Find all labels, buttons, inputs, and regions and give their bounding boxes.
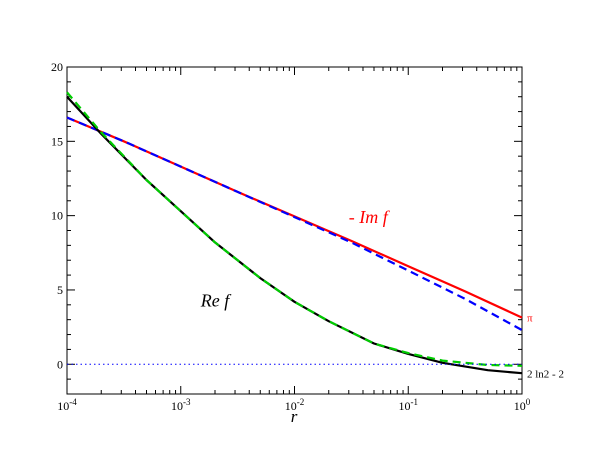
series-layer xyxy=(66,91,523,375)
series-line-1 xyxy=(66,116,523,332)
ticks xyxy=(66,66,523,395)
x-tick-label: 10-3 xyxy=(171,397,191,413)
y-tick-label: 10 xyxy=(51,209,63,223)
annotation-2: π xyxy=(527,313,533,325)
x-tick-label: 10-1 xyxy=(399,397,419,413)
series-line-3 xyxy=(66,91,523,367)
x-tick-label: 100 xyxy=(514,397,531,413)
annotation-0: - Im f xyxy=(349,207,391,227)
x-tick-label: 10-4 xyxy=(57,397,77,413)
y-tick-label: 5 xyxy=(57,283,63,297)
y-tick-label: 0 xyxy=(57,357,63,371)
annotation-1: Re f xyxy=(200,290,232,310)
annotation-3: 2 ln2 - 2 xyxy=(527,368,564,380)
x-tick-label: 10-2 xyxy=(285,397,305,413)
y-tick-label: 15 xyxy=(51,134,63,148)
series-line-ref xyxy=(66,95,523,375)
x-axis-label: r xyxy=(291,407,298,426)
plot-frame xyxy=(66,66,523,395)
labels: 10-4 10-3 10-2 10-1 100 0 5 10 15 20 - Im f Re f π 2 … xyxy=(51,60,564,413)
y-tick-label: 20 xyxy=(51,60,63,74)
